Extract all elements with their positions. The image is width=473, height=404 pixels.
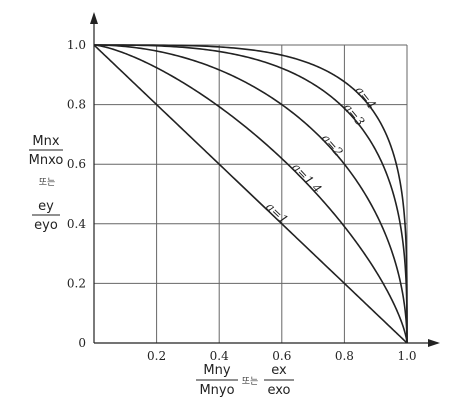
series-line-a=2 — [93, 44, 408, 344]
curves — [93, 44, 408, 344]
series-label-a=1: a=1 — [263, 200, 291, 227]
x-tick-label-1: 0.4 — [210, 349, 229, 363]
y-tick-label-0: 0 — [78, 336, 86, 350]
y-label-den1: Mnxo — [29, 153, 64, 168]
axes — [90, 12, 440, 347]
x-label-num2: ex — [271, 363, 287, 378]
x-axis-label: Mny Mnyo 또는 ex exo — [196, 363, 294, 398]
y-label-num2: ey — [38, 199, 54, 214]
series-line-a=1.4 — [93, 44, 408, 344]
y-tick-label-2: 0.4 — [67, 217, 86, 231]
y-label-connector: 또는 — [39, 177, 56, 188]
y-axis-label: Mnx Mnxo 또는 ey eyo — [29, 134, 64, 233]
series-line-a=1 — [93, 44, 408, 344]
series-label-a=1.4: a=1.4 — [289, 160, 324, 196]
x-label-den1: Mnyo — [199, 383, 234, 398]
series-line-a=3 — [93, 44, 408, 344]
y-tick-label-5: 1.0 — [67, 38, 86, 52]
series-label-a=2: a=2 — [319, 131, 346, 159]
y-tick-label-4: 0.8 — [67, 98, 86, 112]
y-tick-label-3: 0.6 — [67, 157, 86, 171]
x-label-den2: exo — [267, 383, 290, 398]
x-label-connector: 또는 — [242, 376, 259, 387]
tick-labels: 0.2 0.4 0.6 0.8 1.0 0 0.2 0.4 0.6 0.8 1.0 — [67, 38, 417, 363]
x-tick-label-3: 0.8 — [335, 349, 354, 363]
y-axis-arrow — [90, 12, 98, 24]
x-axis-arrow — [428, 339, 440, 347]
x-tick-label-2: 0.6 — [272, 349, 291, 363]
x-tick-label-4: 1.0 — [397, 349, 416, 363]
y-label-den2: eyo — [34, 218, 58, 233]
x-tick-label-0: 0.2 — [147, 349, 166, 363]
series-line-a=4 — [94, 44, 408, 343]
y-label-num1: Mnx — [32, 134, 59, 149]
x-label-num1: Mny — [203, 363, 230, 378]
y-tick-label-1: 0.2 — [67, 276, 86, 290]
